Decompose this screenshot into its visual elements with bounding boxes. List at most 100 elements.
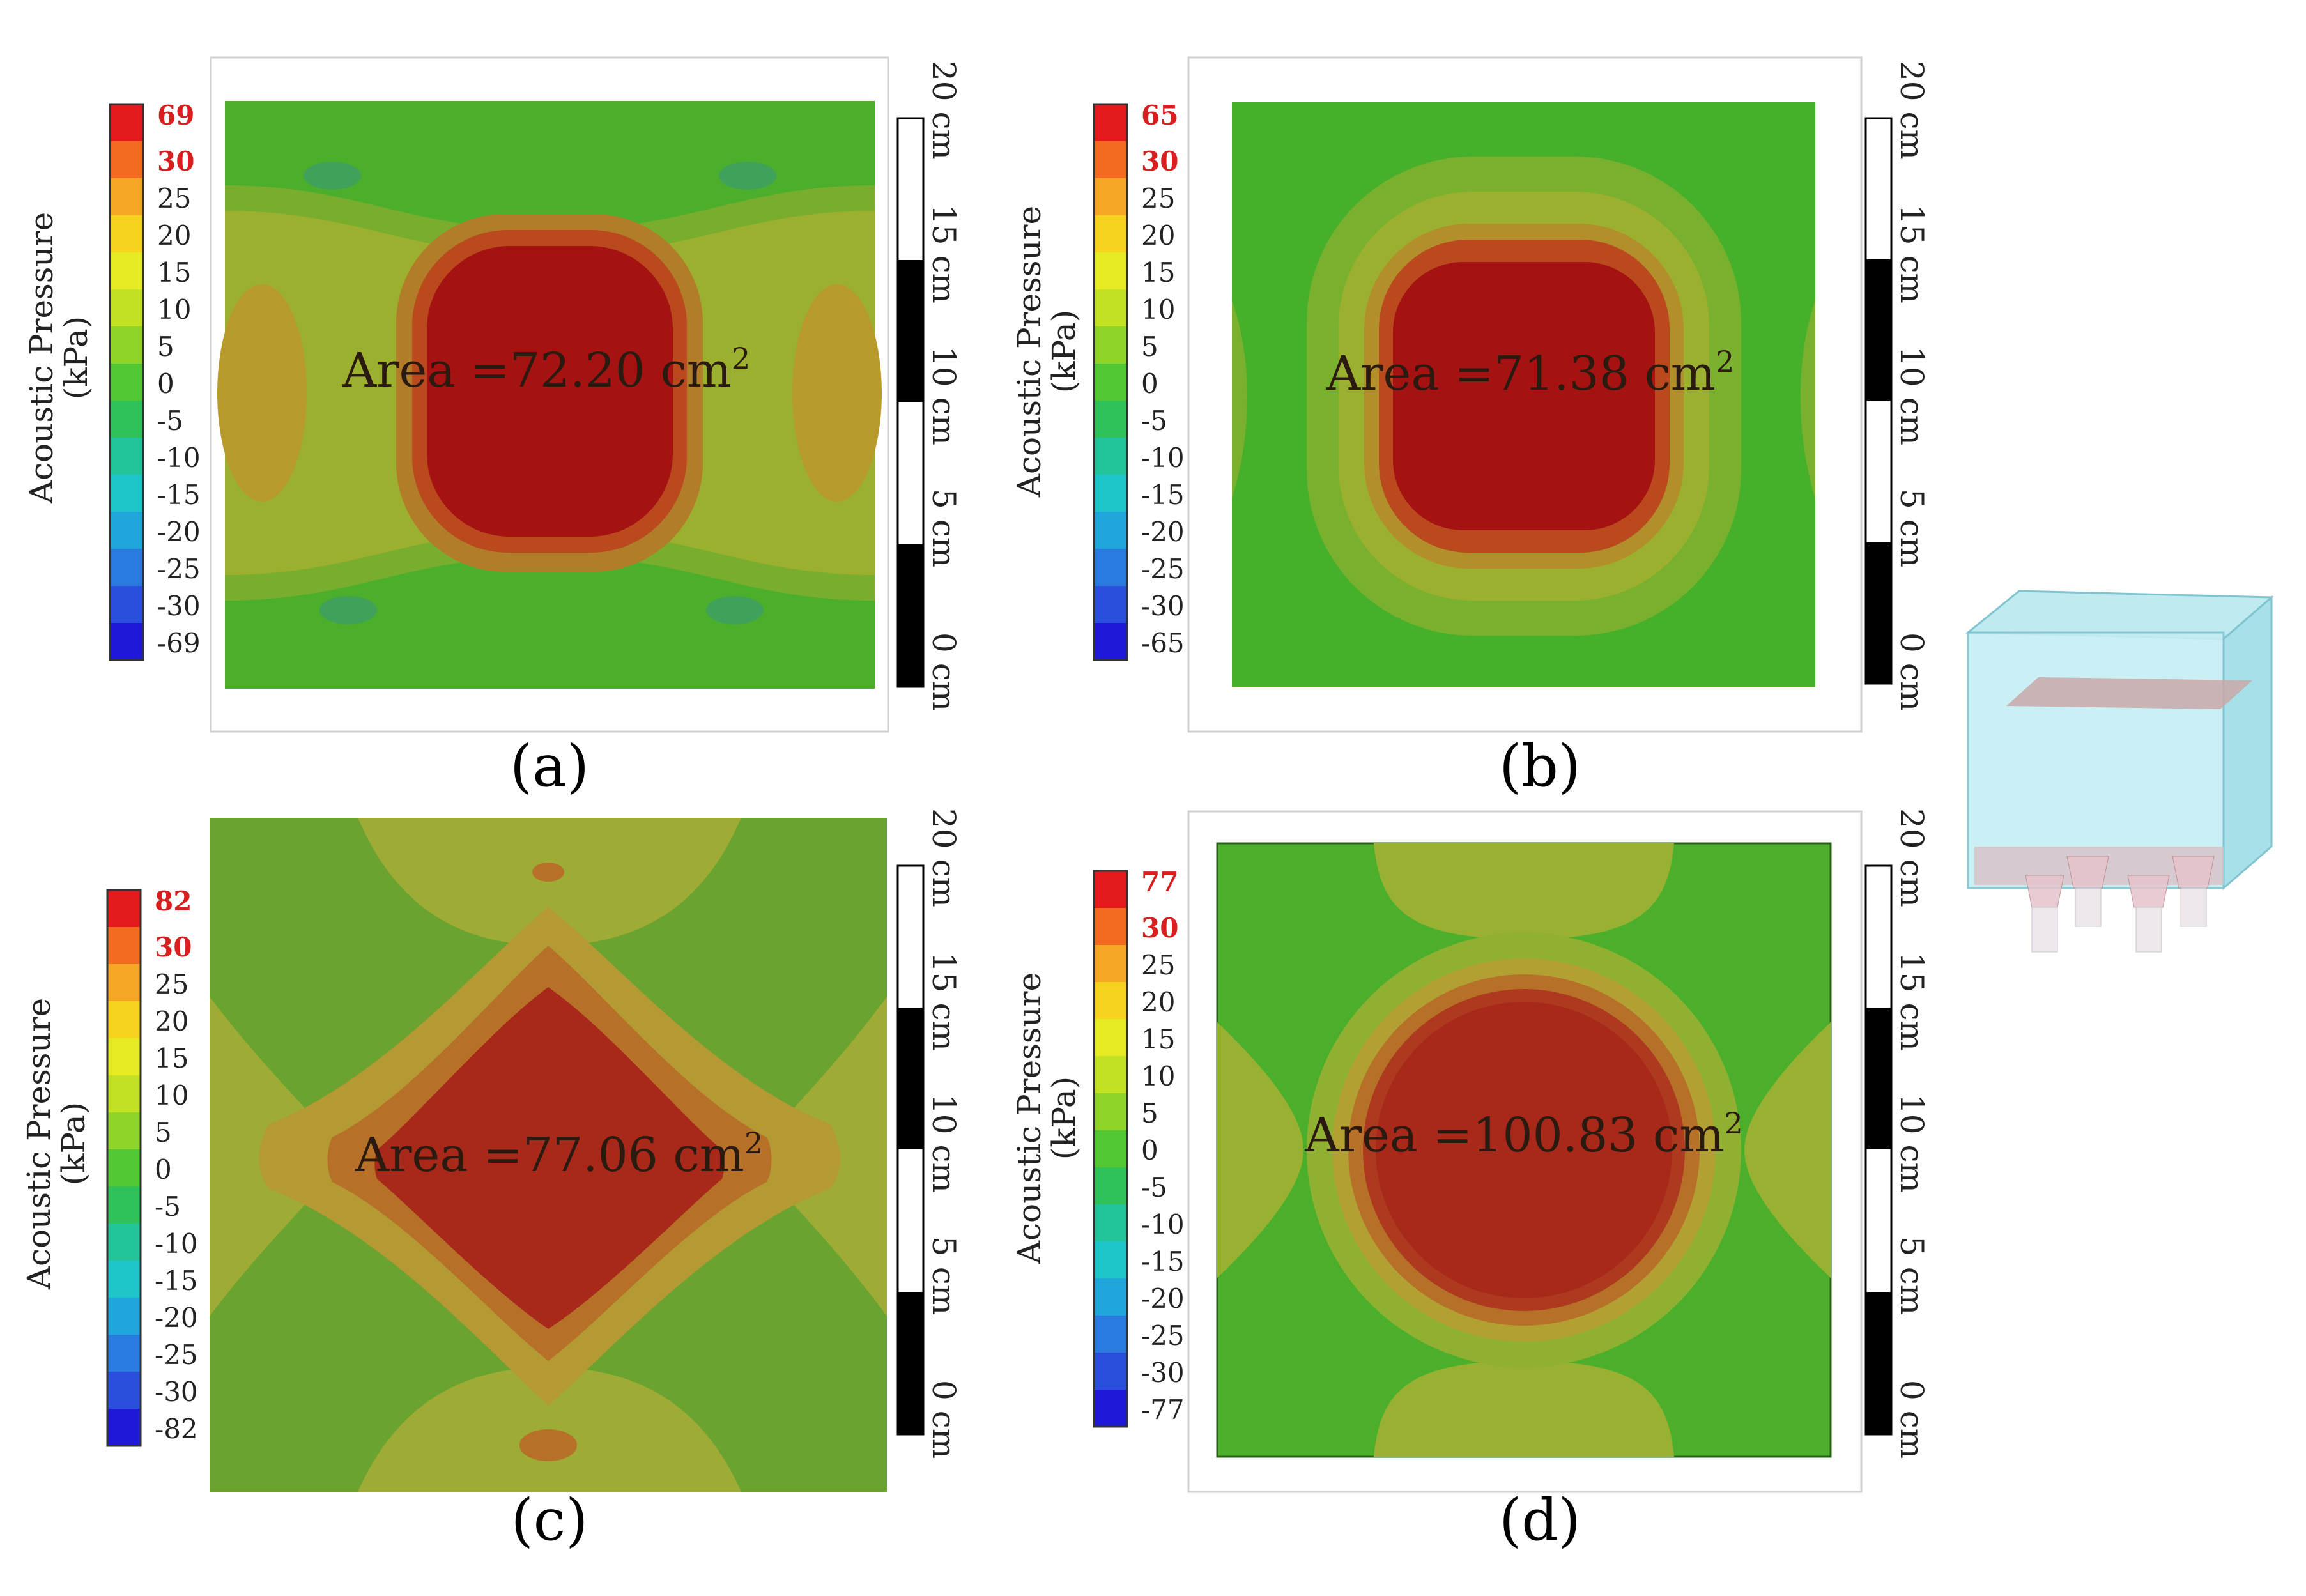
legend-value-label: 5 <box>155 1117 172 1148</box>
scale-label: 10 cm <box>1893 346 1930 445</box>
legend-swatch <box>1094 1241 1127 1278</box>
legend-swatch <box>110 401 143 438</box>
panel-a-scale-labels: 20 cm 15 cm 10 cm 5 cm 0 cm <box>925 61 962 711</box>
legend-value-label: -15 <box>155 1265 198 1296</box>
legend-border <box>1093 870 1128 1428</box>
legend-swatch <box>1094 178 1127 215</box>
scale-label: 20 cm <box>925 808 962 907</box>
legend-value-label: 5 <box>157 331 174 362</box>
legend-swatch <box>110 104 143 141</box>
legend-value-label: -30 <box>155 1376 198 1408</box>
legend-swatch <box>107 1372 141 1409</box>
legend-swatch <box>1094 1130 1127 1167</box>
panel-d-area-label: Area =100.83 cm2 <box>1304 1106 1743 1163</box>
scale-label: 15 cm <box>1893 204 1930 303</box>
scale-label: 15 cm <box>925 204 962 303</box>
panel-c: Area =77.06 cm2 82 30 25 20 15 10 5 0 -5 -10 -15 -2… <box>20 808 962 1554</box>
scale-label: 20 cm <box>1893 61 1930 160</box>
legend-value-label: 65 <box>1141 100 1178 131</box>
legend-swatch <box>107 890 141 927</box>
legend-swatch <box>107 1409 141 1446</box>
legend-swatch <box>107 1149 141 1186</box>
legend-swatch <box>1094 1353 1127 1390</box>
panel-b-legend-unit: (kPa) <box>1045 310 1082 394</box>
legend-value-label: 10 <box>1141 1061 1175 1092</box>
legend-swatch <box>1094 141 1127 178</box>
legend-value-label: 30 <box>1141 912 1178 944</box>
legend-swatch <box>107 1298 141 1335</box>
scale-label: 0 cm <box>925 633 962 711</box>
legend-swatch <box>110 326 143 364</box>
legend-value-label: -30 <box>1141 590 1185 622</box>
legend-value-label: 15 <box>1141 257 1175 288</box>
panel-c-area-label: Area =77.06 cm2 <box>355 1126 764 1183</box>
legend-value-label: -20 <box>1141 1283 1185 1314</box>
legend-swatch <box>110 252 143 289</box>
legend-border <box>1093 103 1128 661</box>
legend-value-label: 10 <box>155 1080 188 1111</box>
legend-value-label: 0 <box>1141 1135 1158 1166</box>
transducer-array <box>2025 856 2215 953</box>
scale-label: 0 cm <box>1893 633 1930 711</box>
panel-b-legend: 65 30 25 20 15 10 5 0 -5 -10 -15 -20 -25 -30 -65 <box>1093 100 1185 661</box>
legend-value-label: 15 <box>157 257 191 288</box>
legend-swatch <box>107 964 141 1001</box>
legend-swatch <box>110 438 143 475</box>
panel-b-scale-labels: 20 cm 15 cm 10 cm 5 cm 0 cm <box>1893 61 1930 711</box>
panel-a-area-label: Area =72.20 cm2 <box>342 341 751 398</box>
legend-value-label: 0 <box>155 1154 172 1185</box>
legend-swatch <box>1094 982 1127 1019</box>
legend-swatch <box>110 512 143 549</box>
legend-swatch <box>110 549 143 586</box>
legend-value-label: 82 <box>155 886 192 917</box>
legend-swatch <box>1094 401 1127 438</box>
legend-swatch <box>1094 871 1127 908</box>
legend-swatch <box>1094 1204 1127 1241</box>
tank-schematic <box>1965 590 2274 953</box>
legend-swatch <box>107 1112 141 1149</box>
scale-label: 10 cm <box>925 346 962 445</box>
legend-swatch <box>107 1075 141 1112</box>
legend-value-label: -65 <box>1141 627 1185 659</box>
legend-swatch <box>1094 1019 1127 1056</box>
panel-b-legend-title: Acoustic Pressure <box>1011 206 1048 498</box>
scale-label: 15 cm <box>1893 952 1930 1051</box>
panel-d: Area =100.83 cm2 77 30 25 20 15 10 5 0 -5 -10 -15 -… <box>1011 808 1930 1554</box>
legend-value-label: 20 <box>1141 220 1175 251</box>
legend-value-label: 20 <box>155 1006 188 1037</box>
panel-a-caption: (a) <box>510 733 589 800</box>
panel-b-area-label: Area =71.38 cm2 <box>1326 344 1735 401</box>
legend-swatch <box>107 1335 141 1372</box>
legend-value-label: -10 <box>1141 442 1185 473</box>
legend-swatch <box>110 215 143 252</box>
panel-c-scale-labels: 20 cm 15 cm 10 cm 5 cm 0 cm <box>925 808 962 1459</box>
panel-a-legend-unit: (kPa) <box>58 316 95 400</box>
panel-c-caption: (c) <box>511 1487 588 1554</box>
legend-swatch <box>110 364 143 401</box>
legend-swatch <box>1094 1093 1127 1130</box>
legend-value-label: 30 <box>1141 146 1178 177</box>
legend-value-label: 25 <box>157 183 191 214</box>
panel-d-scale-labels: 20 cm 15 cm 10 cm 5 cm 0 cm <box>1893 808 1930 1459</box>
legend-swatch <box>1094 945 1127 982</box>
legend-border <box>106 889 142 1447</box>
legend-value-label: 5 <box>1141 331 1158 362</box>
legend-swatch <box>1094 512 1127 549</box>
scale-label: 0 cm <box>1893 1380 1930 1459</box>
legend-value-label: -5 <box>155 1191 181 1222</box>
panel-d-legend: 77 30 25 20 15 10 5 0 -5 -10 -15 -20 -25 -30 -77 <box>1093 866 1185 1428</box>
panel-b: Area =71.38 cm2 65 30 25 20 15 10 5 0 -5 -10 -15 -2… <box>1011 56 1930 800</box>
legend-swatch <box>1094 1316 1127 1353</box>
panel-d-caption: (d) <box>1499 1487 1581 1554</box>
legend-value-label: 30 <box>155 932 192 963</box>
legend-value-label: -30 <box>157 590 201 622</box>
legend-value-label: 10 <box>157 294 191 325</box>
legend-value-label: 20 <box>157 220 191 251</box>
legend-swatch <box>107 1001 141 1038</box>
legend-value-label: -15 <box>1141 479 1185 510</box>
legend-swatch <box>1094 1390 1127 1427</box>
legend-value-label: -77 <box>1141 1394 1185 1425</box>
legend-swatch <box>1094 1278 1127 1316</box>
scale-label: 5 cm <box>925 1236 962 1315</box>
legend-value-label: -5 <box>157 405 183 436</box>
